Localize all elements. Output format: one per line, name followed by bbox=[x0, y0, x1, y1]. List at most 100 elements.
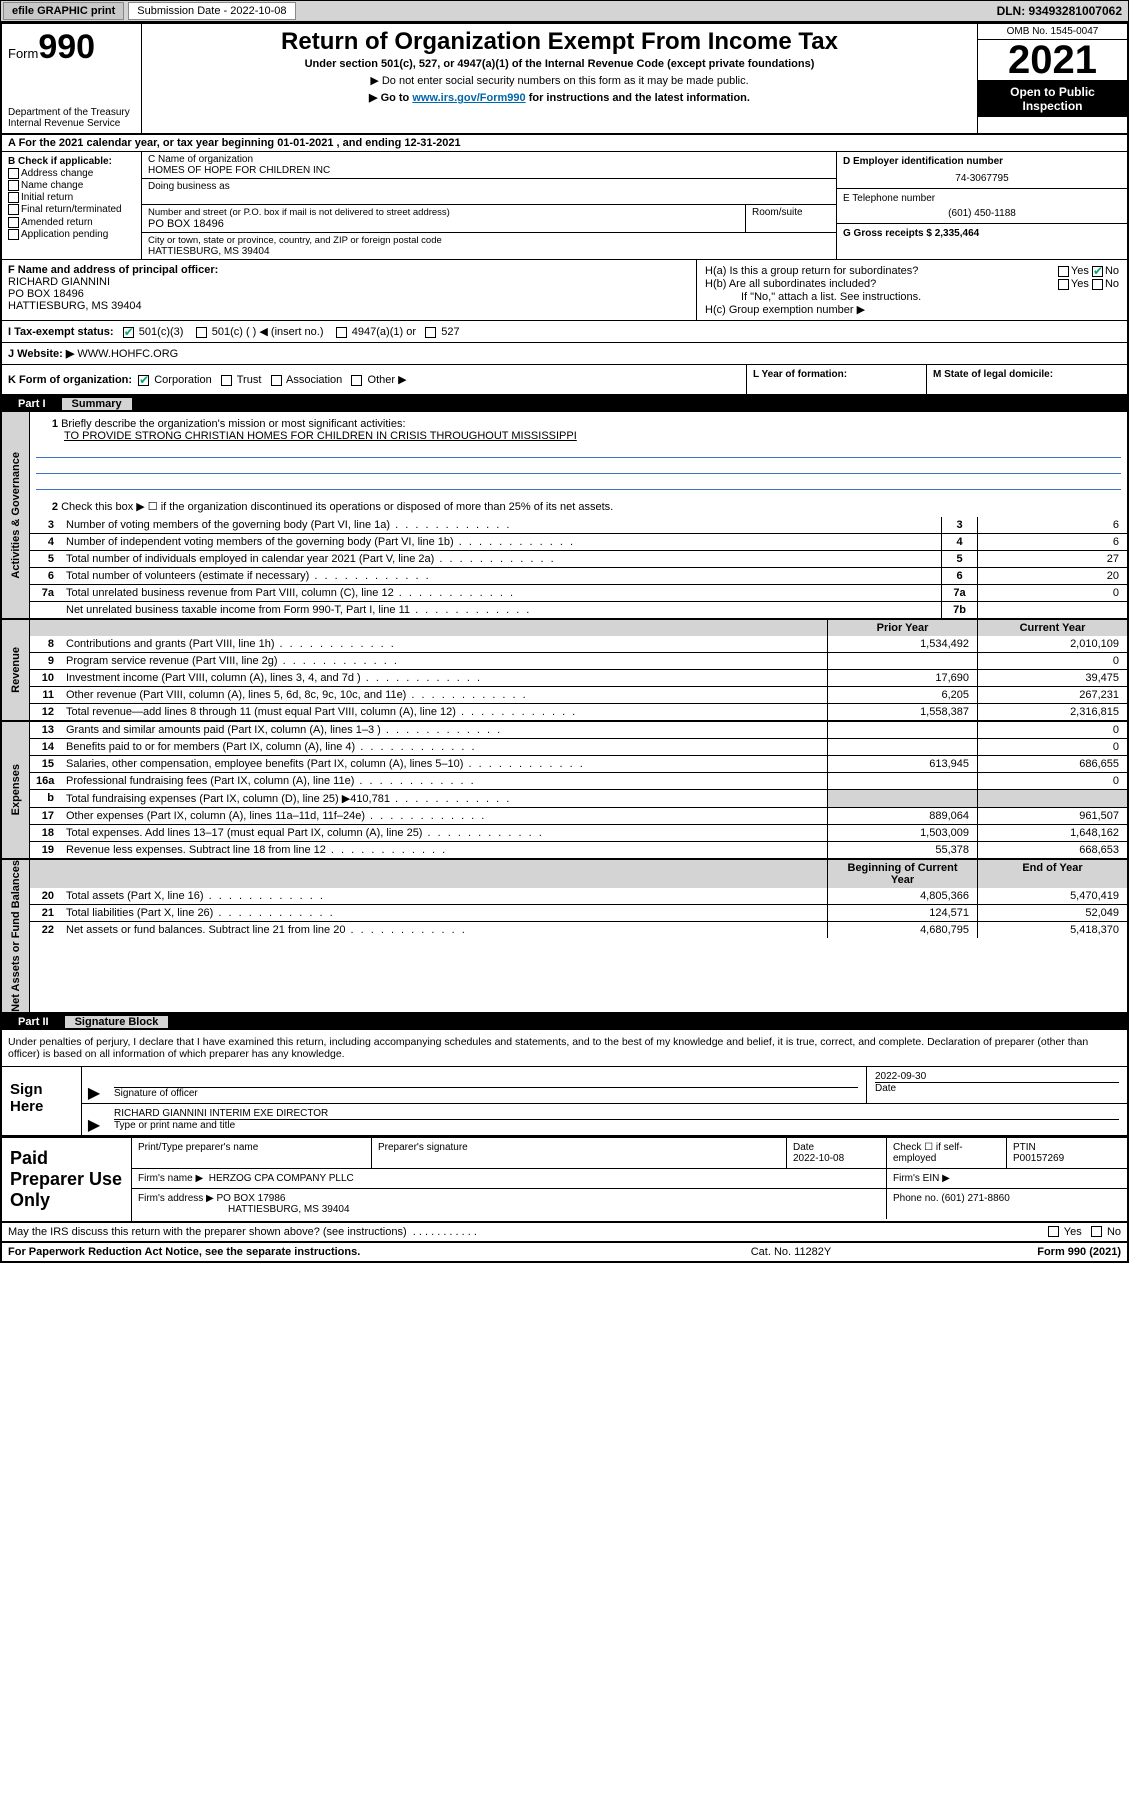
may-irs-yes[interactable] bbox=[1048, 1226, 1059, 1237]
row-i-tax-status: I Tax-exempt status: 501(c)(3) 501(c) ( … bbox=[2, 321, 1127, 343]
firm-name: HERZOG CPA COMPANY PLLC bbox=[209, 1173, 354, 1184]
may-irs-no[interactable] bbox=[1091, 1226, 1102, 1237]
part1-governance: Activities & Governance 1 Briefly descri… bbox=[2, 412, 1127, 620]
may-irs-row: May the IRS discuss this return with the… bbox=[2, 1223, 1127, 1241]
chk-application-pending[interactable]: Application pending bbox=[8, 229, 135, 240]
part1-revenue: Revenue Prior Year Current Year 8 Contri… bbox=[2, 620, 1127, 722]
line-text: Benefits paid to or for members (Part IX… bbox=[60, 739, 827, 755]
row-a-text: A For the 2021 calendar year, or tax yea… bbox=[8, 137, 461, 149]
sign-here-block: Sign Here ▶ Signature of officer 2022-09… bbox=[2, 1067, 1127, 1136]
prior-year-value bbox=[827, 739, 977, 755]
org-name: HOMES OF HOPE FOR CHILDREN INC bbox=[148, 165, 830, 176]
col-b-label: B Check if applicable: bbox=[8, 156, 112, 167]
line-num: 3 bbox=[30, 517, 60, 533]
perjury-declaration: Under penalties of perjury, I declare th… bbox=[2, 1030, 1127, 1067]
line1-label: Briefly describe the organization's miss… bbox=[61, 418, 405, 430]
line-num: 18 bbox=[30, 825, 60, 841]
line-text: Investment income (Part VIII, column (A)… bbox=[60, 670, 827, 686]
line-num bbox=[30, 602, 60, 618]
row-j-label: J Website: ▶ bbox=[8, 348, 74, 360]
prior-year-value: 613,945 bbox=[827, 756, 977, 772]
sig-name-value: RICHARD GIANNINI INTERIM EXE DIRECTOR bbox=[114, 1108, 1119, 1119]
prior-year-value: 55,378 bbox=[827, 842, 977, 858]
row-j-website: J Website: ▶ WWW.HOHFC.ORG bbox=[2, 343, 1127, 365]
blank bbox=[30, 620, 60, 636]
line-num: 10 bbox=[30, 670, 60, 686]
hb-label: H(b) Are all subordinates included? bbox=[705, 278, 1058, 290]
chk-trust[interactable] bbox=[221, 375, 232, 386]
ha-yes[interactable] bbox=[1058, 266, 1069, 277]
current-year-value: 2,316,815 bbox=[977, 704, 1127, 720]
line-box: 6 bbox=[941, 568, 977, 584]
current-year-value: 5,418,370 bbox=[977, 922, 1127, 938]
line-text: Total fundraising expenses (Part IX, col… bbox=[60, 790, 827, 807]
chk-501c[interactable] bbox=[196, 327, 207, 338]
block-bcde: B Check if applicable: Address change Na… bbox=[2, 152, 1127, 260]
col-c-org-info: C Name of organization HOMES OF HOPE FOR… bbox=[142, 152, 837, 259]
chk-address-change[interactable]: Address change bbox=[8, 168, 135, 179]
line-value: 20 bbox=[977, 568, 1127, 584]
org-name-label: C Name of organization bbox=[148, 154, 830, 165]
row-i-label: I Tax-exempt status: bbox=[8, 326, 114, 338]
row-a-tax-year: A For the 2021 calendar year, or tax yea… bbox=[2, 135, 1127, 152]
line-num: b bbox=[30, 790, 60, 807]
officer-name: RICHARD GIANNINI bbox=[8, 276, 690, 288]
line-text: Grants and similar amounts paid (Part IX… bbox=[60, 722, 827, 738]
goto-pre: ▶ Go to bbox=[369, 92, 412, 104]
col-b-checkboxes: B Check if applicable: Address change Na… bbox=[2, 152, 142, 259]
part1-header: Part I Summary bbox=[2, 396, 1127, 412]
line-box: 7b bbox=[941, 602, 977, 618]
chk-corporation[interactable] bbox=[138, 375, 149, 386]
paid-preparer-label: Paid Preparer Use Only bbox=[2, 1138, 132, 1221]
line-text: Total expenses. Add lines 13–17 (must eq… bbox=[60, 825, 827, 841]
line-num: 13 bbox=[30, 722, 60, 738]
line-num: 21 bbox=[30, 905, 60, 921]
sig-date-label: Date bbox=[875, 1082, 1119, 1094]
line-text: Number of voting members of the governin… bbox=[60, 517, 941, 533]
line-num: 19 bbox=[30, 842, 60, 858]
line-text: Other revenue (Part VIII, column (A), li… bbox=[60, 687, 827, 703]
efile-graphic-print-button[interactable]: efile GRAPHIC print bbox=[3, 2, 124, 20]
line-text: Total number of individuals employed in … bbox=[60, 551, 941, 567]
officer-addr1: PO BOX 18496 bbox=[8, 288, 690, 300]
line-text: Net assets or fund balances. Subtract li… bbox=[60, 922, 827, 938]
chk-501c3[interactable] bbox=[123, 327, 134, 338]
current-year-value: 0 bbox=[977, 722, 1127, 738]
form-number-block: Form990 Department of the Treasury Inter… bbox=[2, 24, 142, 133]
hb-yes[interactable] bbox=[1058, 279, 1069, 290]
chk-name-change[interactable]: Name change bbox=[8, 180, 135, 191]
chk-association[interactable] bbox=[271, 375, 282, 386]
line-text: Contributions and grants (Part VIII, lin… bbox=[60, 636, 827, 652]
hb-no[interactable] bbox=[1092, 279, 1103, 290]
chk-527[interactable] bbox=[425, 327, 436, 338]
goto-post: for instructions and the latest informat… bbox=[526, 92, 750, 104]
ha-no[interactable] bbox=[1092, 266, 1103, 277]
chk-final-return[interactable]: Final return/terminated bbox=[8, 204, 135, 215]
line-num: 11 bbox=[30, 687, 60, 703]
part1-expenses: Expenses 13 Grants and similar amounts p… bbox=[2, 722, 1127, 860]
website-value: WWW.HOHFC.ORG bbox=[77, 348, 178, 360]
current-year-value: 668,653 bbox=[977, 842, 1127, 858]
street-value: PO BOX 18496 bbox=[148, 218, 739, 230]
prior-year-value: 1,558,387 bbox=[827, 704, 977, 720]
irs-link[interactable]: www.irs.gov/Form990 bbox=[412, 92, 525, 104]
chk-initial-return[interactable]: Initial return bbox=[8, 192, 135, 203]
current-year-value: 0 bbox=[977, 653, 1127, 669]
row-klm: K Form of organization: Corporation Trus… bbox=[2, 365, 1127, 396]
line-num: 8 bbox=[30, 636, 60, 652]
phone-label: E Telephone number bbox=[843, 193, 1121, 204]
pp-self-employed[interactable]: Check ☐ if self-employed bbox=[887, 1138, 1007, 1168]
hc-label: H(c) Group exemption number ▶ bbox=[705, 303, 1119, 316]
sig-officer-label: Signature of officer bbox=[114, 1087, 858, 1099]
current-year-value: 961,507 bbox=[977, 808, 1127, 824]
prior-year-value: 4,680,795 bbox=[827, 922, 977, 938]
chk-other[interactable] bbox=[351, 375, 362, 386]
part1-title: Summary bbox=[62, 398, 132, 410]
current-year-value: 1,648,162 bbox=[977, 825, 1127, 841]
gross-receipts: G Gross receipts $ 2,335,464 bbox=[843, 228, 979, 239]
chk-4947[interactable] bbox=[336, 327, 347, 338]
chk-amended-return[interactable]: Amended return bbox=[8, 217, 135, 228]
pp-ptin-label: PTIN bbox=[1013, 1142, 1121, 1153]
vtab-netassets: Net Assets or Fund Balances bbox=[2, 860, 30, 1012]
prior-year-value bbox=[827, 722, 977, 738]
